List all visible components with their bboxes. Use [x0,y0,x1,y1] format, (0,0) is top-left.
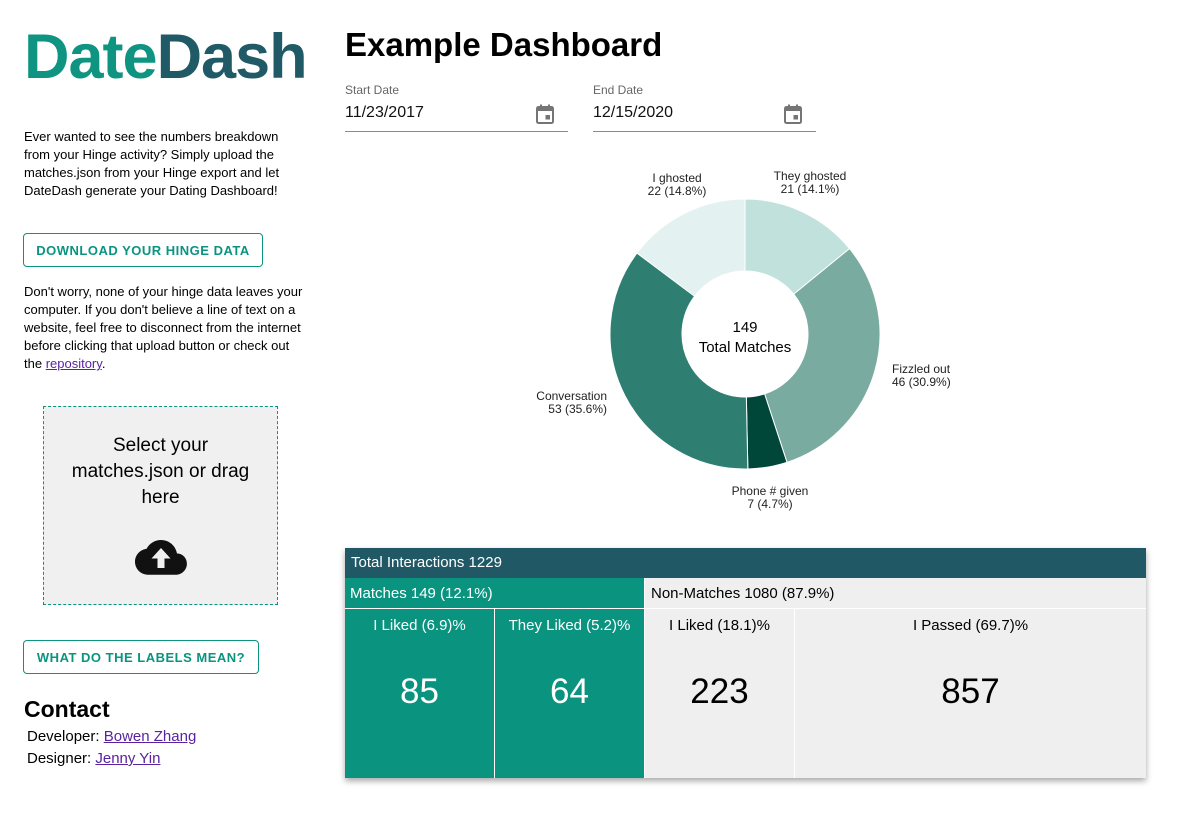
cell-value: 64 [550,672,589,711]
i-liked-matched-cell: I Liked (6.9)% 85 [345,609,494,778]
designer-link[interactable]: Jenny Yin [95,750,161,767]
calendar-icon[interactable] [784,104,802,124]
logo-part-dash: Dash [156,22,308,92]
developer-label: Developer: [27,728,104,745]
cloud-upload-icon [135,540,187,575]
slice-label: Conversation [536,389,607,403]
start-date-field[interactable]: Start Date [345,82,568,132]
developer-link[interactable]: Bowen Zhang [103,728,197,745]
logo-part-date: Date [24,22,158,92]
slice-value-label: 46 (30.9%) [892,375,951,389]
donut-center-label: Total Matches [699,339,792,356]
designer-line: Designer: Jenny Yin [27,750,160,767]
dropzone-text: Select your matches.json or drag here [71,435,250,508]
slice-label: Fizzled out [892,362,951,376]
download-hinge-data-button[interactable]: DOWNLOAD YOUR HINGE DATA [23,233,263,267]
start-date-label: Start Date [345,83,400,97]
they-liked-cell: They Liked (5.2)% 64 [495,609,644,778]
matches-header: Matches 149 (12.1%) [345,578,644,608]
slice-value-label: 22 (14.8%) [648,184,707,198]
repository-link[interactable]: repository [45,356,102,371]
slice-label: They ghosted [774,169,847,183]
file-dropzone[interactable]: Select your matches.json or drag here [43,406,278,605]
total-interactions-header: Total Interactions 1229 [345,548,1146,578]
developer-line: Developer: Bowen Zhang [27,728,196,745]
labels-meaning-button[interactable]: WHAT DO THE LABELS MEAN? [23,640,259,674]
cell-value: 857 [941,672,1000,711]
end-date-field[interactable]: End Date [593,82,816,132]
interactions-table: Total Interactions 1229 Matches 149 (12.… [345,548,1146,778]
donut-center-value: 149 [732,319,757,336]
slice-value-label: 7 (4.7%) [747,497,792,511]
cell-value: 85 [400,672,439,711]
slice-label: Phone # given [732,484,809,498]
non-matches-header: Non-Matches 1080 (87.9%) [645,578,1146,608]
page-title: Example Dashboard [345,26,663,63]
privacy-body: Don't worry, none of your hinge data lea… [24,284,303,371]
donut-slice-conversation [609,252,749,470]
slice-label: I ghosted [652,171,701,185]
cell-title: They Liked (5.2)% [508,617,631,634]
cell-title: I Liked (18.1)% [669,617,770,634]
cell-title: I Liked (6.9)% [373,617,466,634]
end-date-input[interactable] [593,104,773,122]
app-logo: DateDash [24,22,308,92]
contact-heading: Contact [24,696,110,722]
cell-value: 223 [690,672,749,711]
privacy-text: Don't worry, none of your hinge data lea… [24,283,304,373]
designer-label: Designer: [27,750,96,767]
start-date-input[interactable] [345,104,525,122]
calendar-icon[interactable] [536,104,554,124]
end-date-label: End Date [593,83,644,97]
intro-text: Ever wanted to see the numbers breakdown… [24,129,280,198]
cell-title: I Passed (69.7)% [912,617,1029,634]
donut-slice-i-ghosted [636,198,746,297]
i-passed-cell: I Passed (69.7)% 857 [795,609,1146,778]
donut-slice-fizzled-out [763,247,881,463]
slice-value-label: 21 (14.1%) [781,182,840,196]
privacy-end: . [101,356,106,371]
slice-value-label: 53 (35.6%) [548,402,607,416]
i-liked-unmatched-cell: I Liked (18.1)% 223 [645,609,794,778]
